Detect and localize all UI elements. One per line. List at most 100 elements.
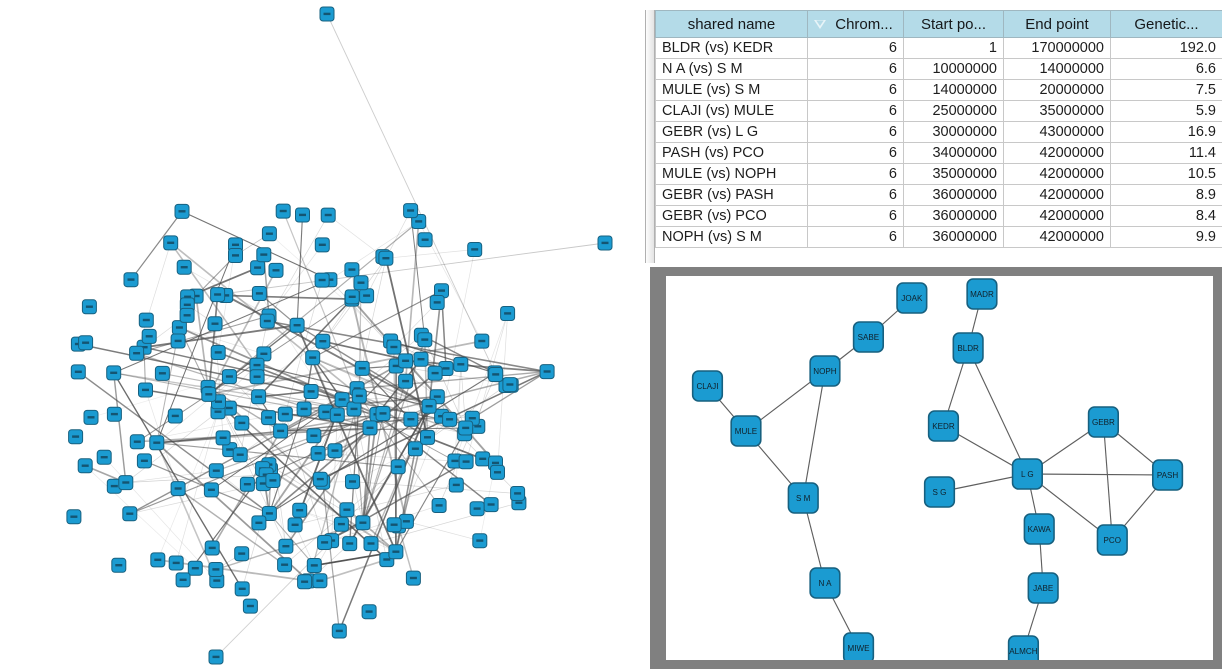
- main-network-edge[interactable]: [312, 298, 353, 358]
- table-cell-genetic[interactable]: 16.9: [1110, 121, 1222, 143]
- main-network-edge[interactable]: [269, 233, 391, 342]
- main-network-edge[interactable]: [218, 401, 287, 547]
- table-cell-start_point[interactable]: 34000000: [903, 142, 1004, 164]
- table-cell-shared_name[interactable]: NOPH (vs) S M: [655, 226, 808, 248]
- table-cell-chromosome[interactable]: 6: [807, 37, 904, 59]
- main-network-edge[interactable]: [329, 221, 419, 281]
- table-cell-chromosome[interactable]: 6: [807, 163, 904, 185]
- table-cell-shared_name[interactable]: N A (vs) S M: [655, 58, 808, 80]
- main-network-edge[interactable]: [268, 244, 323, 317]
- main-network-view[interactable]: [0, 0, 645, 669]
- main-network-edge[interactable]: [179, 327, 265, 355]
- table-row[interactable]: NOPH (vs) S M 6 36000000 42000000 9.9: [655, 226, 1222, 248]
- table-cell-start_point[interactable]: 25000000: [903, 100, 1004, 122]
- table-cell-end_point[interactable]: 35000000: [1003, 100, 1111, 122]
- node-shape[interactable]: [852, 321, 885, 353]
- main-network-edge[interactable]: [312, 356, 430, 408]
- column-header-genetic[interactable]: Genetic...: [1110, 10, 1222, 38]
- subnetwork-node[interactable]: ALMCH: [1007, 635, 1040, 660]
- table-cell-start_point[interactable]: 36000000: [903, 205, 1004, 227]
- main-network-edge[interactable]: [454, 364, 462, 462]
- main-network-edge[interactable]: [217, 242, 606, 296]
- table-cell-start_point[interactable]: 35000000: [903, 163, 1004, 185]
- main-network-canvas[interactable]: [0, 0, 645, 669]
- main-network-edge[interactable]: [268, 372, 436, 515]
- main-network-edge[interactable]: [395, 448, 417, 552]
- table-cell-end_point[interactable]: 170000000: [1003, 37, 1111, 59]
- main-network-edge[interactable]: [113, 372, 243, 590]
- table-cell-start_point[interactable]: 30000000: [903, 121, 1004, 143]
- subnetwork-edge[interactable]: [1027, 473, 1168, 476]
- table-cell-shared_name[interactable]: MULE (vs) S M: [655, 79, 808, 101]
- table-row[interactable]: N A (vs) S M 6 10000000 14000000 6.6: [655, 58, 1222, 80]
- table-cell-genetic[interactable]: 5.9: [1110, 100, 1222, 122]
- main-network-edge[interactable]: [280, 412, 384, 432]
- table-cell-shared_name[interactable]: CLAJI (vs) MULE: [655, 100, 808, 122]
- subnetwork-node[interactable]: S G: [923, 476, 956, 508]
- table-cell-chromosome[interactable]: 6: [807, 205, 904, 227]
- main-network-edge[interactable]: [143, 324, 298, 349]
- node-shape[interactable]: [952, 332, 984, 364]
- main-network-edge[interactable]: [156, 437, 224, 444]
- main-network-edge[interactable]: [296, 214, 304, 326]
- main-network-edge[interactable]: [129, 413, 378, 515]
- table-cell-chromosome[interactable]: 6: [807, 226, 904, 248]
- table-cell-shared_name[interactable]: GEBR (vs) L G: [655, 121, 808, 143]
- table-cell-end_point[interactable]: 42000000: [1003, 226, 1111, 248]
- main-network-edge[interactable]: [397, 525, 415, 579]
- main-network-edge[interactable]: [266, 214, 329, 322]
- node-shape[interactable]: [1011, 458, 1043, 490]
- main-network-edge[interactable]: [322, 482, 340, 632]
- node-shape[interactable]: [927, 410, 960, 442]
- main-network-edge[interactable]: [269, 372, 496, 514]
- main-network-edge[interactable]: [385, 249, 475, 259]
- main-network-edge[interactable]: [258, 298, 353, 398]
- main-network-edge[interactable]: [358, 395, 428, 439]
- node-shape[interactable]: [809, 355, 841, 387]
- main-network-edge[interactable]: [239, 321, 268, 455]
- table-scrollbar-thumb[interactable]: [646, 10, 654, 263]
- main-network-edge[interactable]: [156, 442, 218, 582]
- main-network-edge[interactable]: [410, 210, 426, 340]
- main-network-nodes[interactable]: [66, 6, 613, 665]
- main-network-edge[interactable]: [125, 470, 217, 483]
- subnetwork-node[interactable]: MIWE: [842, 632, 875, 660]
- table-cell-shared_name[interactable]: GEBR (vs) PASH: [655, 184, 808, 206]
- main-network-edge[interactable]: [268, 408, 305, 514]
- main-network-edge[interactable]: [84, 465, 196, 569]
- node-shape[interactable]: [1027, 572, 1059, 604]
- subnetwork-node[interactable]: PCO: [1096, 524, 1128, 556]
- main-network-edge[interactable]: [385, 258, 429, 438]
- table-row[interactable]: MULE (vs) S M 6 14000000 20000000 7.5: [655, 79, 1222, 101]
- table-cell-chromosome[interactable]: 6: [807, 58, 904, 80]
- node-shape[interactable]: [1023, 513, 1055, 545]
- table-cell-end_point[interactable]: 42000000: [1003, 163, 1111, 185]
- subnetwork-edge[interactable]: [967, 347, 1028, 475]
- table-cell-genetic[interactable]: 11.4: [1110, 142, 1222, 164]
- node-shape[interactable]: [730, 415, 762, 447]
- main-network-edge[interactable]: [217, 351, 343, 401]
- table-cell-end_point[interactable]: 42000000: [1003, 205, 1111, 227]
- subnetwork-edge[interactable]: [1102, 421, 1113, 541]
- main-network-edge[interactable]: [195, 295, 210, 395]
- table-cell-end_point[interactable]: 42000000: [1003, 184, 1111, 206]
- main-network-edge[interactable]: [284, 413, 325, 543]
- main-network-edge[interactable]: [471, 371, 548, 419]
- main-network-edge[interactable]: [208, 340, 482, 396]
- main-network-edge[interactable]: [125, 411, 219, 483]
- table-cell-end_point[interactable]: 20000000: [1003, 79, 1111, 101]
- subnetwork-node[interactable]: KEDR: [927, 410, 960, 442]
- subnetwork-canvas[interactable]: CLAJI MULE NOPH SABE JOAK S M N A MIWE MADR BLDR K…: [666, 276, 1213, 660]
- main-network-edge[interactable]: [268, 414, 339, 515]
- main-network-edge[interactable]: [393, 302, 438, 348]
- table-cell-start_point[interactable]: 14000000: [903, 79, 1004, 101]
- main-network-edge[interactable]: [267, 320, 548, 373]
- subnetwork-node[interactable]: N A: [809, 567, 841, 599]
- subnetwork-node[interactable]: NOPH: [809, 355, 841, 387]
- table-cell-genetic[interactable]: 9.9: [1110, 226, 1222, 248]
- main-network-edge[interactable]: [307, 395, 360, 582]
- table-cell-chromosome[interactable]: 6: [807, 121, 904, 143]
- table-cell-genetic[interactable]: 192.0: [1110, 37, 1222, 59]
- table-cell-end_point[interactable]: 14000000: [1003, 58, 1111, 80]
